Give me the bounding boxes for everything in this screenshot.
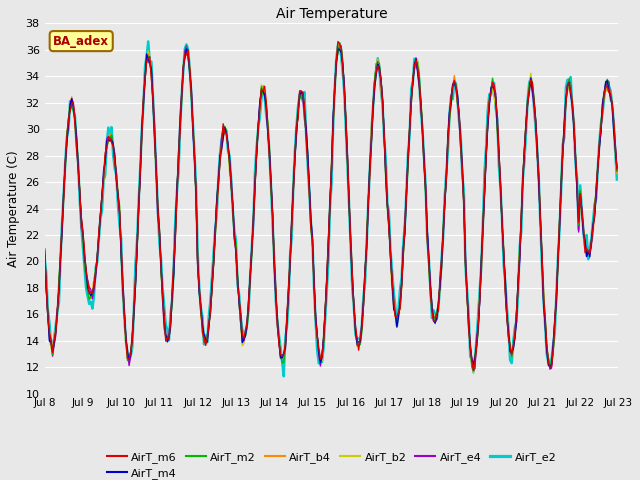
Legend: AirT_m6, AirT_m4, AirT_m2, AirT_b4, AirT_b2, AirT_e4, AirT_e2: AirT_m6, AirT_m4, AirT_m2, AirT_b4, AirT… (102, 447, 561, 480)
Y-axis label: Air Temperature (C): Air Temperature (C) (7, 150, 20, 267)
Title: Air Temperature: Air Temperature (276, 7, 387, 21)
Text: BA_adex: BA_adex (53, 35, 109, 48)
